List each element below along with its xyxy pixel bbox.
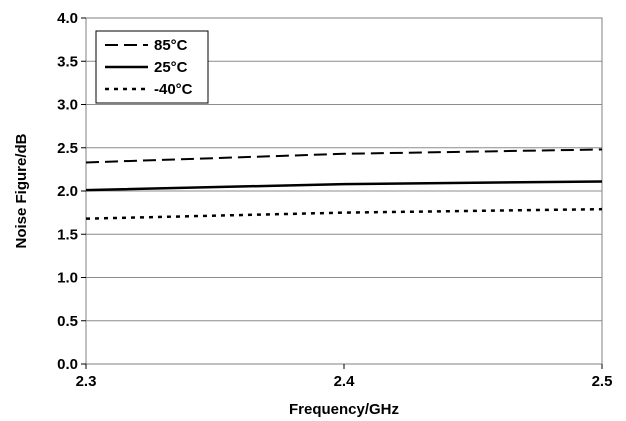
y-tick-label: 1.0 [57, 270, 78, 287]
legend: 85°C 25°C -40°C [95, 30, 209, 104]
y-tick-label: 2.0 [57, 183, 78, 200]
x-tick-label: 2.5 [592, 373, 613, 390]
y-tick-label: 3.0 [57, 97, 78, 114]
y-axis-title: Noise Figure/dB [13, 133, 30, 248]
y-tick-label: 1.5 [57, 226, 78, 243]
y-tick-label: 0.0 [57, 356, 78, 373]
y-tick-label: 3.5 [57, 53, 78, 70]
series-layer [85, 148, 603, 220]
x-axis-ticks: 2.3 2.4 2.5 [76, 364, 613, 390]
x-axis-title: Frequency/GHz [289, 401, 399, 418]
x-tick-label: 2.3 [76, 373, 97, 390]
series-line-dotted [85, 207, 603, 220]
legend-label: -40°C [154, 81, 193, 98]
y-axis-ticks: 0.0 0.5 1.0 1.5 2.0 2.5 3.0 3.5 4.0 [57, 10, 86, 373]
y-tick-label: 2.5 [57, 140, 78, 157]
series-line-solid [85, 180, 603, 192]
series-line-dashed [85, 148, 603, 164]
y-tick-label: 4.0 [57, 10, 78, 27]
y-tick-label: 0.5 [57, 313, 78, 330]
legend-label: 25°C [154, 59, 188, 76]
x-tick-label: 2.4 [334, 373, 356, 390]
legend-label: 85°C [154, 37, 188, 54]
